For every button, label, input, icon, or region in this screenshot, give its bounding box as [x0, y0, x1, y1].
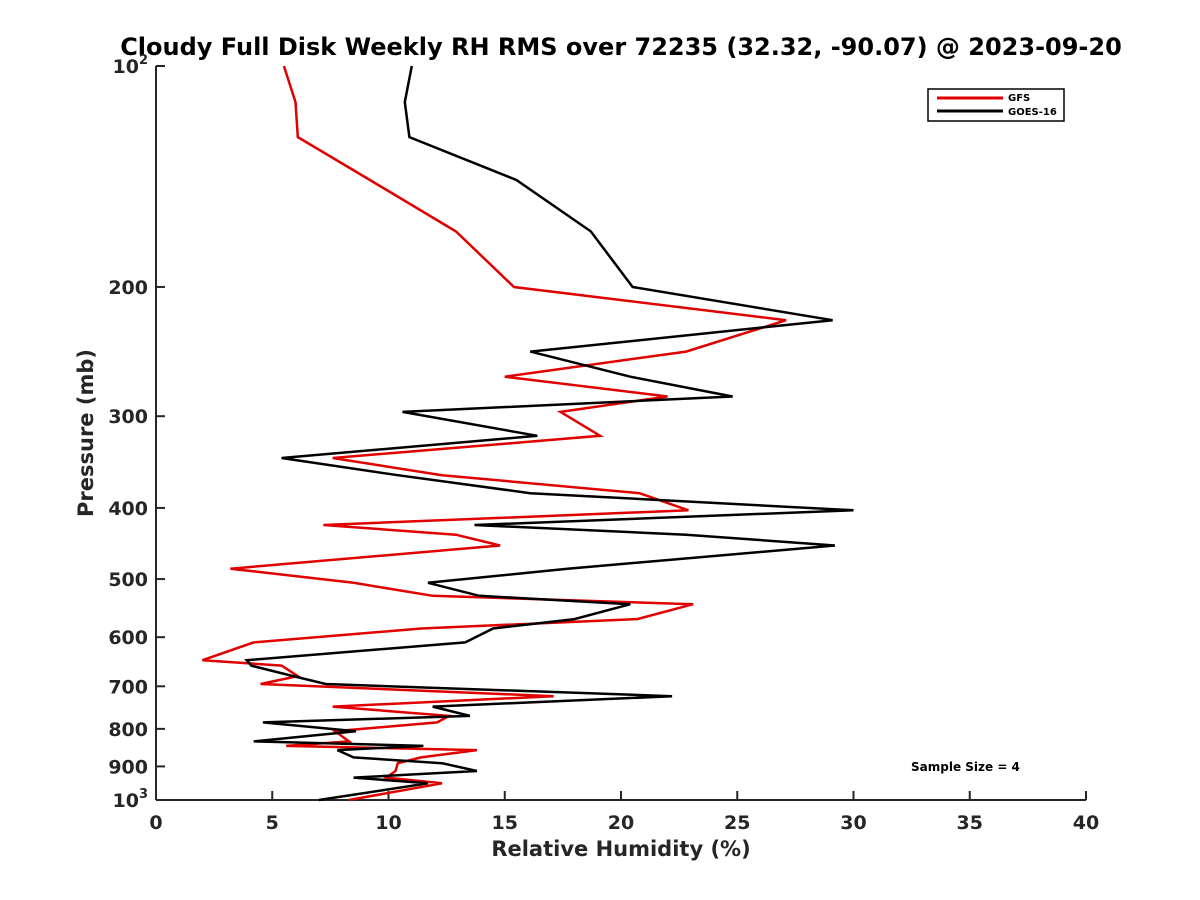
y-tick-label: 200: [108, 277, 148, 299]
x-tick-label: 5: [266, 812, 279, 834]
y-tick-label: 300: [108, 406, 148, 428]
y-tick-label: 700: [108, 676, 148, 698]
x-ticks: 0 5 10 15 20 25 30 35 40: [149, 791, 1099, 834]
x-tick-label: 10: [375, 812, 401, 834]
y-tick-label: 103: [113, 787, 149, 812]
plot-area: [155, 66, 1086, 801]
series-group: [202, 65, 854, 802]
sample-size-annotation: Sample Size = 4: [911, 760, 1020, 774]
y-tick-label: 900: [108, 756, 148, 778]
legend-label-goes-16: GOES-16: [1008, 107, 1057, 118]
legend-label-gfs: GFS: [1008, 93, 1030, 104]
chart-title: Cloudy Full Disk Weekly RH RMS over 7223…: [120, 33, 1122, 61]
x-tick-label: 0: [149, 812, 162, 834]
y-tick-label: 102: [113, 53, 149, 78]
y-ticks: 102 200 300 400 500 600 700 800 900 103: [108, 53, 165, 812]
x-tick-label: 40: [1073, 812, 1099, 834]
y-axis-label: Pressure (mb): [74, 349, 98, 517]
legend-box: [927, 88, 1065, 122]
x-tick-label: 25: [724, 812, 750, 834]
y-tick-label: 400: [108, 498, 148, 520]
y-tick-label: 600: [108, 627, 148, 649]
x-tick-label: 30: [840, 812, 866, 834]
series-line-goes-16: [244, 65, 854, 802]
x-tick-label: 15: [492, 812, 518, 834]
x-axis-label: Relative Humidity (%): [491, 837, 750, 861]
x-tick-label: 35: [957, 812, 983, 834]
x-tick-label: 20: [608, 812, 634, 834]
y-tick-label: 800: [108, 719, 148, 741]
y-tick-label: 500: [108, 569, 148, 591]
legend: GFS GOES-16: [927, 88, 1065, 122]
